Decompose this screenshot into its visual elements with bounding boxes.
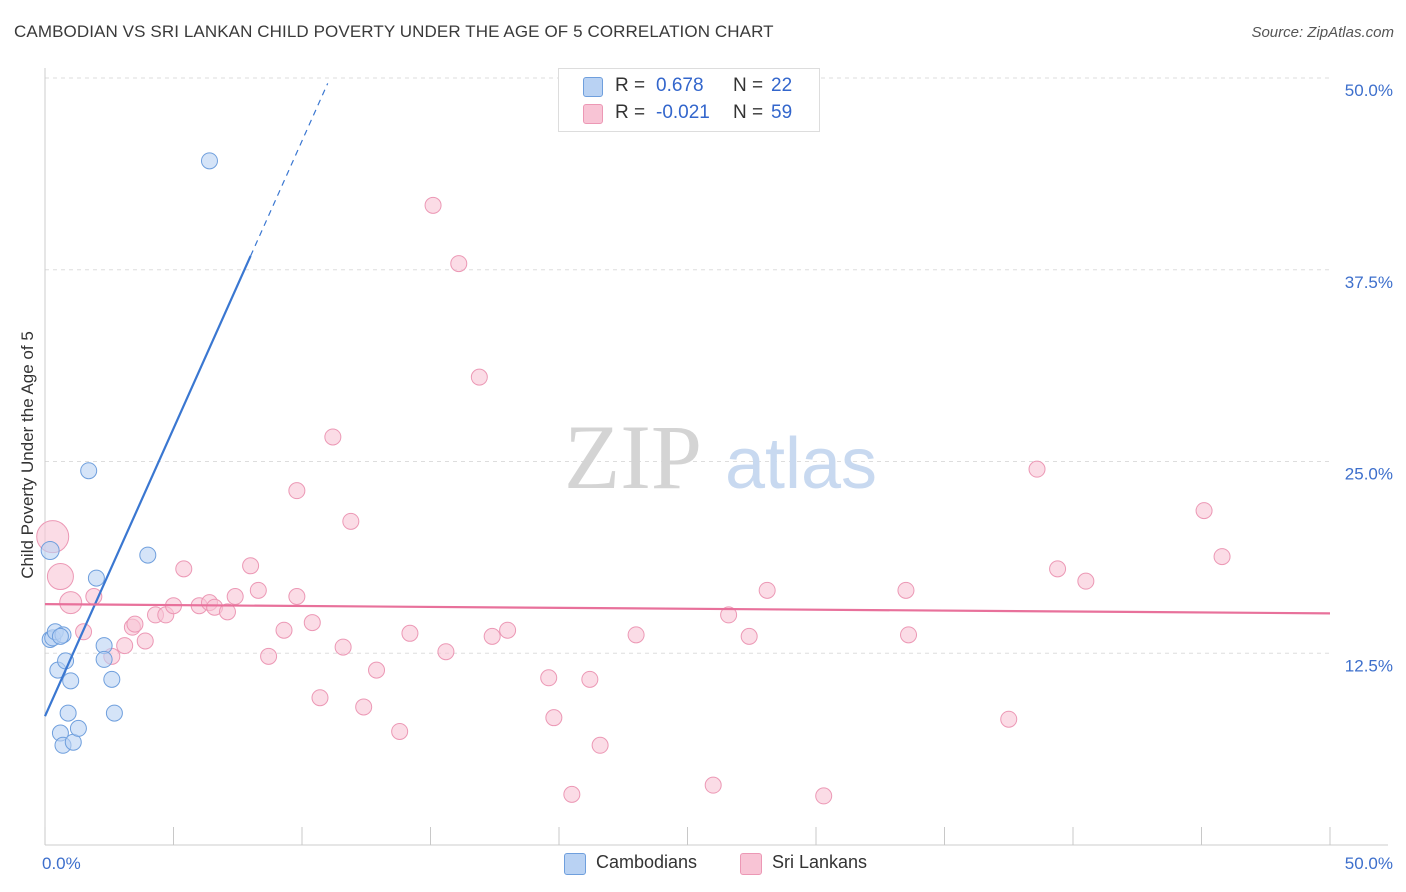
sri-lankan-point [249, 581, 267, 599]
sri-lankan-point [740, 627, 758, 645]
sri-lankan-point [1213, 548, 1231, 566]
sri-lankan-point [815, 787, 833, 805]
legend-label-sri-lankans: Sri Lankans [772, 852, 868, 872]
sri-lankan-point [540, 669, 558, 687]
sri-lankan-trend-line [44, 603, 1331, 615]
correlation-legend: R = 0.678 N = 22 R = -0.021 N = 59 [558, 68, 820, 132]
sri-lankan-point [218, 603, 236, 621]
y-tick-label: 50.0% [1345, 81, 1393, 100]
sri-lankan-point [342, 512, 360, 530]
legend-r-label: R = [615, 102, 646, 123]
sri-lankan-point [46, 563, 74, 591]
legend-r-label: R = [615, 75, 646, 96]
sri-lankan-point [334, 638, 352, 656]
cambodian-point [40, 540, 60, 560]
cambodian-point [62, 672, 80, 690]
sri-lankan-point [242, 557, 260, 575]
sri-lankan-point [627, 626, 645, 644]
legend-n-value: 22 [771, 75, 793, 96]
legend-swatch-cambodians [583, 77, 603, 97]
x-tick-label: 0.0% [42, 854, 81, 873]
sri-lankan-point [563, 785, 581, 803]
sri-lankan-point [136, 632, 154, 650]
sri-lankan-point [116, 637, 134, 655]
sri-lankan-point [1028, 460, 1046, 478]
sri-lankan-point [581, 670, 599, 688]
sri-lankan-point [897, 581, 915, 599]
cambodian-point [59, 704, 77, 722]
sri-lankan-point [450, 255, 468, 273]
trend-layer [43, 83, 1331, 717]
sri-lankan-point [368, 661, 386, 679]
y-tick-label: 12.5% [1345, 656, 1393, 675]
cambodian-point [95, 650, 113, 668]
sri-lankan-point [704, 776, 722, 794]
axes-layer [44, 68, 1388, 846]
sri-lankan-point [424, 196, 442, 214]
legend-swatch-cambodians [564, 853, 586, 875]
cambodian-trend-line [43, 255, 252, 717]
sri-lankan-point [275, 621, 293, 639]
legend-swatch-sri-lankans [583, 104, 603, 124]
y-axis-label: Child Poverty Under the Age of 5 [18, 331, 37, 579]
cambodian-point [80, 462, 98, 480]
sri-lankan-point [591, 736, 609, 754]
cambodian-point [200, 152, 218, 170]
sri-lankan-point [1049, 560, 1067, 578]
cambodian-trend-extension [250, 83, 329, 257]
sri-lankan-point [1000, 710, 1018, 728]
chart-title: CAMBODIAN VS SRI LANKAN CHILD POVERTY UN… [14, 22, 774, 41]
watermark: ZIP atlas [564, 406, 877, 508]
sri-lankan-point [758, 581, 776, 599]
sri-lankan-point [260, 647, 278, 665]
tick-labels: 12.5% 25.0% 37.5% 50.0% 0.0% 50.0% [42, 81, 1393, 873]
legend-r-value: 0.678 [656, 75, 704, 96]
sri-lankan-point [1077, 572, 1095, 590]
cambodian-point [69, 719, 87, 737]
sri-lankan-point [226, 587, 244, 605]
cambodian-point [51, 627, 69, 645]
y-tick-label: 37.5% [1345, 273, 1393, 292]
x-tick-label: 50.0% [1345, 854, 1393, 873]
sri-lankan-point [499, 621, 517, 639]
sri-lankan-point [303, 614, 321, 632]
source-label: Source: ZipAtlas.com [1251, 24, 1394, 41]
sri-lankan-point [1195, 502, 1213, 520]
sri-lankan-point [59, 591, 83, 615]
watermark-atlas: atlas [725, 424, 877, 504]
legend-n-label: N = [733, 75, 764, 96]
sri-lankan-point [175, 560, 193, 578]
sri-lankan-point [288, 587, 306, 605]
grid-layer [45, 77, 1330, 654]
sri-lankan-point [391, 722, 409, 740]
cambodian-point [139, 546, 157, 564]
legend-r-value: -0.021 [656, 102, 710, 123]
sri-lankan-point [288, 482, 306, 500]
sri-lankan-point [126, 615, 144, 633]
sri-lankan-point [545, 709, 563, 727]
y-tick-label: 25.0% [1345, 465, 1393, 484]
legend-n-value: 59 [771, 102, 793, 123]
sri-lankan-point [470, 368, 488, 386]
sri-lankan-point [311, 689, 329, 707]
cambodian-point [103, 670, 121, 688]
legend-label-cambodians: Cambodians [596, 852, 698, 872]
legend-n-label: N = [733, 102, 764, 123]
sri-lankan-point [437, 643, 455, 661]
watermark-zip: ZIP [564, 406, 702, 508]
sri-lankan-point [355, 698, 373, 716]
sri-lankan-point [324, 428, 342, 446]
sri-lankan-point [401, 624, 419, 642]
sri-lankan-point [483, 627, 501, 645]
cambodian-point [87, 569, 105, 587]
cambodian-point [105, 704, 123, 722]
sri-lankan-point [900, 626, 918, 644]
legend-swatch-sri-lankans [740, 853, 762, 875]
points-layer [36, 152, 1231, 805]
sri-lankan-point [720, 606, 738, 624]
